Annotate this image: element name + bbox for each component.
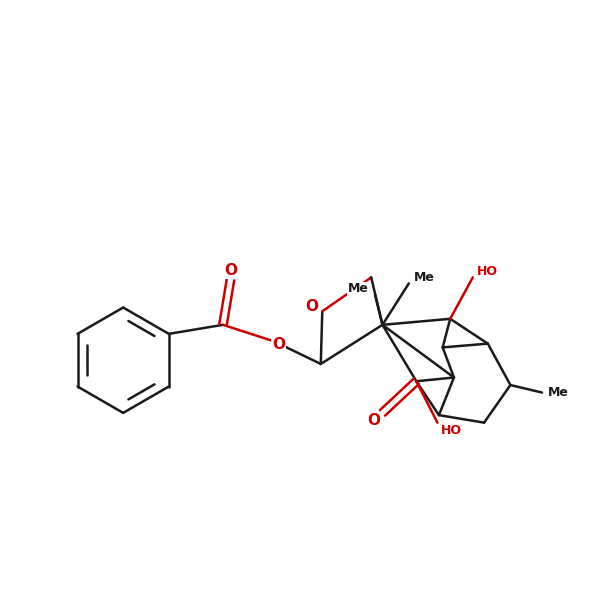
Text: Me: Me: [548, 386, 569, 399]
Text: O: O: [272, 337, 285, 352]
Text: HO: HO: [478, 265, 499, 278]
Text: Me: Me: [348, 282, 369, 295]
Text: O: O: [367, 413, 380, 428]
Text: Me: Me: [413, 271, 434, 284]
Text: O: O: [305, 299, 318, 314]
Text: O: O: [224, 263, 237, 278]
Text: HO: HO: [440, 424, 461, 437]
